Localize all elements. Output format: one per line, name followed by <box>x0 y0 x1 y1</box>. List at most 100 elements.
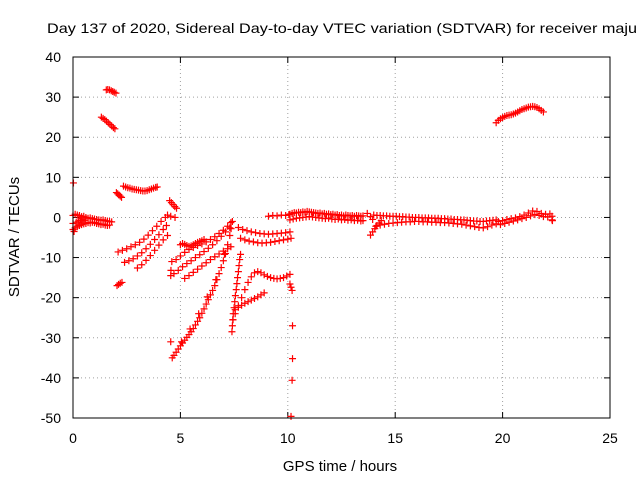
data-point <box>271 238 279 246</box>
data-point <box>146 240 154 248</box>
data-point <box>227 219 235 227</box>
data-point <box>252 229 260 237</box>
data-point <box>247 296 255 304</box>
data-point <box>263 272 271 280</box>
data-point <box>112 89 120 97</box>
data-point <box>203 293 211 301</box>
data-point <box>200 305 208 313</box>
data-point <box>243 227 251 235</box>
data-point <box>200 236 208 244</box>
data-point <box>226 224 234 232</box>
data-point <box>372 222 380 230</box>
data-point <box>267 238 275 246</box>
data-point <box>237 234 245 242</box>
data-point <box>171 213 179 221</box>
data-point <box>233 280 241 288</box>
data-point <box>118 278 126 286</box>
data-point <box>527 212 535 220</box>
data-point <box>231 298 239 306</box>
data-point <box>116 279 124 287</box>
data-point <box>228 328 236 336</box>
data-point <box>125 257 133 265</box>
data-point <box>164 231 172 239</box>
data-point <box>217 232 225 240</box>
x-axis-label: GPS time / hours <box>283 458 397 475</box>
data-point <box>144 231 152 239</box>
data-point <box>505 218 513 226</box>
data-point <box>109 87 117 95</box>
data-point <box>286 280 294 288</box>
data-point <box>211 233 219 241</box>
data-point <box>518 215 526 223</box>
data-point <box>121 258 129 266</box>
data-point <box>107 87 115 95</box>
data-point <box>237 250 245 258</box>
data-point <box>227 243 235 251</box>
data-point <box>123 245 131 253</box>
data-point <box>501 219 509 227</box>
data-point <box>168 258 176 266</box>
data-point <box>148 227 156 235</box>
data-point <box>142 256 150 264</box>
data-point <box>215 270 223 278</box>
x-tick-label: 20 <box>495 430 511 446</box>
data-point <box>131 241 139 249</box>
data-point <box>273 212 281 220</box>
data-point <box>217 264 225 272</box>
data-point <box>116 192 124 200</box>
data-point <box>234 223 242 231</box>
data-point <box>70 227 78 235</box>
data-point <box>241 286 249 294</box>
data-point <box>535 211 543 219</box>
y-axis-label: SDTVAR / TECUs <box>6 177 23 297</box>
data-point <box>173 204 181 212</box>
data-point <box>280 274 288 282</box>
data-point <box>241 236 249 244</box>
data-point <box>167 338 175 346</box>
data-point <box>244 298 252 306</box>
data-point <box>260 289 268 297</box>
y-tick-label: 30 <box>45 89 61 105</box>
data-point <box>127 243 135 251</box>
data-point <box>106 221 114 229</box>
data-point <box>245 237 253 245</box>
data-point <box>347 216 355 224</box>
data-point <box>226 231 234 239</box>
data-point <box>206 256 214 264</box>
data-point <box>191 321 199 329</box>
data-point <box>231 292 239 300</box>
data-point <box>114 248 122 256</box>
data-point <box>153 222 161 230</box>
data-point <box>209 241 217 249</box>
data-point <box>479 224 487 232</box>
data-point <box>103 117 111 125</box>
data-point <box>496 221 504 229</box>
data-point <box>136 238 144 246</box>
y-tick-label: -10 <box>41 250 61 266</box>
x-tick-label: 15 <box>387 430 403 446</box>
data-point <box>211 282 219 290</box>
data-point <box>289 322 297 330</box>
data-point <box>334 215 342 223</box>
x-tick-label: 5 <box>177 430 185 446</box>
data-point <box>164 211 172 219</box>
y-tick-label: -40 <box>41 370 61 386</box>
data-point <box>101 116 109 124</box>
data-point <box>282 229 290 237</box>
data-point <box>179 263 187 271</box>
data-point <box>196 314 204 322</box>
data-point <box>138 261 146 269</box>
data-point <box>286 216 294 224</box>
data-point <box>194 317 202 325</box>
data-point <box>260 271 268 279</box>
data-point <box>167 212 175 220</box>
data-point <box>159 225 167 233</box>
data-point <box>341 215 349 223</box>
data-point <box>133 252 141 260</box>
data-point <box>81 216 89 224</box>
data-point <box>251 294 259 302</box>
x-tick-label: 25 <box>602 430 618 446</box>
y-tick-label: -30 <box>41 330 61 346</box>
data-point <box>247 273 255 281</box>
